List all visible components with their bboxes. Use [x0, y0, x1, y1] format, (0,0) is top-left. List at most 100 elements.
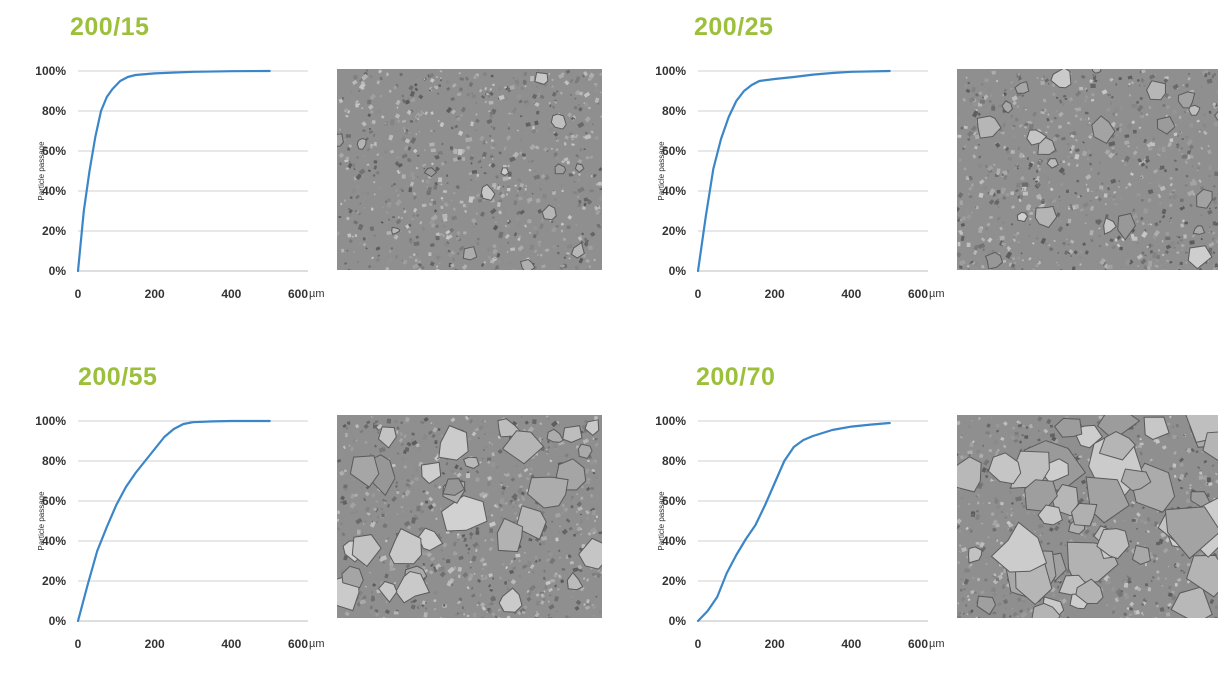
series-line: [78, 421, 270, 621]
grain: [525, 188, 527, 191]
x-axis-unit-label: µm: [309, 288, 325, 300]
grain: [483, 449, 485, 451]
y-axis-title: Particle passage: [657, 141, 666, 201]
grain: [1151, 143, 1155, 147]
grain: [357, 530, 361, 535]
grain: [1136, 193, 1141, 197]
micrograph-texture: [337, 69, 602, 270]
grain: [1129, 94, 1130, 96]
grain: [550, 579, 555, 582]
grain: [507, 188, 511, 192]
grain: [1090, 84, 1095, 88]
x-tick-label: 400: [841, 637, 861, 651]
grain: [1176, 424, 1179, 428]
grain: [997, 190, 1001, 194]
grain: [1148, 587, 1151, 591]
grain: [1042, 532, 1044, 534]
grain: [1090, 239, 1093, 242]
grain: [441, 162, 444, 165]
grain: [1185, 252, 1187, 254]
grain: [344, 200, 346, 202]
grain: [369, 128, 371, 130]
particle: [535, 73, 548, 85]
grain: [989, 100, 992, 102]
grain: [427, 191, 431, 195]
grain: [535, 230, 539, 235]
grain: [553, 106, 555, 108]
grain: [384, 502, 386, 504]
grain: [1052, 594, 1055, 597]
grain: [1057, 264, 1059, 267]
grain: [1043, 99, 1046, 103]
grain: [1017, 105, 1019, 108]
micrograph-texture: [957, 69, 1218, 270]
grain: [963, 589, 965, 591]
grain: [1099, 186, 1103, 190]
grain: [1068, 524, 1069, 525]
grain: [1119, 77, 1122, 80]
grain: [985, 165, 988, 168]
grain: [1142, 614, 1144, 616]
micrograph-texture: [957, 415, 1218, 618]
grain: [1175, 563, 1177, 565]
grain: [1172, 435, 1177, 439]
grain: [1152, 616, 1154, 618]
grain: [996, 424, 1000, 427]
grain: [555, 573, 558, 575]
grain: [477, 238, 480, 241]
grain: [345, 433, 348, 437]
grain: [1183, 234, 1186, 238]
grain: [989, 449, 992, 452]
grain: [1167, 423, 1170, 425]
grain: [1058, 252, 1060, 254]
grain: [1119, 247, 1123, 251]
grain: [1034, 531, 1036, 533]
grain: [365, 441, 367, 444]
grain: [551, 521, 552, 523]
grain: [459, 87, 462, 91]
grain: [1065, 98, 1067, 100]
grain: [543, 570, 545, 573]
grain: [1076, 107, 1082, 111]
grain: [1094, 80, 1097, 82]
grain: [1180, 239, 1183, 242]
grain: [475, 549, 477, 552]
grain: [589, 237, 591, 239]
x-tick-label: 400: [221, 287, 241, 301]
grain: [1102, 108, 1104, 110]
grain: [438, 177, 442, 182]
grain: [567, 225, 571, 229]
grain: [1044, 160, 1048, 164]
grain: [1137, 542, 1139, 544]
grain: [462, 157, 465, 161]
grain: [451, 470, 454, 473]
y-axis-title: Particle passage: [37, 491, 46, 551]
grain: [592, 510, 595, 515]
grain: [510, 262, 513, 265]
grain: [1169, 204, 1172, 207]
grain: [442, 214, 447, 218]
grain: [520, 485, 523, 487]
grain: [1206, 217, 1212, 221]
grain: [492, 431, 494, 434]
grain: [991, 71, 995, 75]
grain: [1145, 563, 1147, 566]
grain: [1071, 157, 1073, 159]
grain: [599, 188, 602, 190]
grain: [1027, 157, 1029, 160]
grain: [440, 206, 443, 209]
grain: [396, 513, 398, 515]
grain: [1189, 240, 1194, 244]
x-tick-label: 0: [695, 287, 702, 301]
grain: [591, 487, 594, 489]
grain: [443, 558, 445, 560]
grain: [353, 75, 357, 79]
grain: [492, 84, 494, 86]
grain: [580, 514, 582, 515]
grain: [1166, 612, 1171, 617]
grain: [530, 76, 534, 81]
grain: [1170, 177, 1173, 180]
grain: [480, 461, 482, 463]
grain: [576, 511, 578, 513]
grain: [471, 92, 473, 94]
